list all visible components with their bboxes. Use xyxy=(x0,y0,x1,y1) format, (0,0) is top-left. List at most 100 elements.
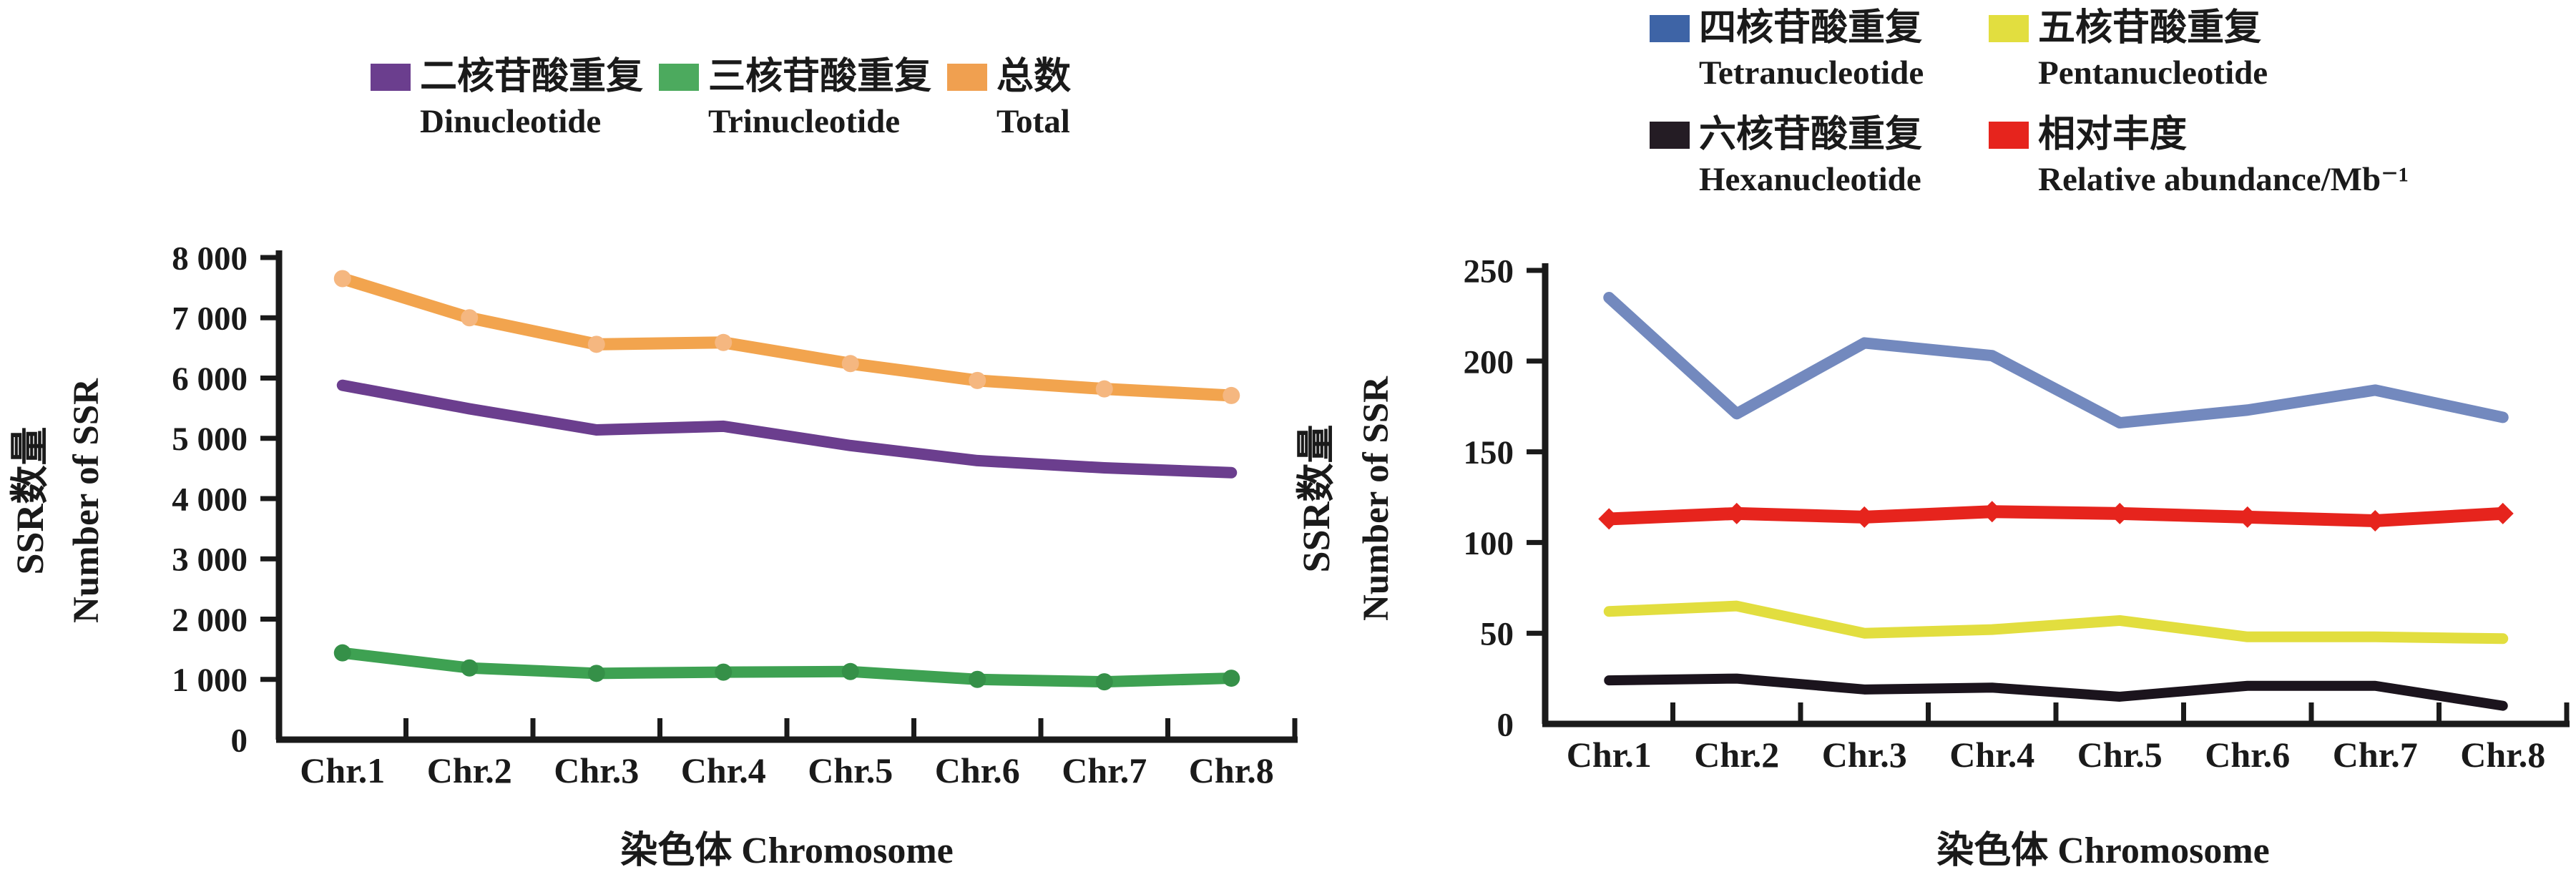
y-tick-label: 50 xyxy=(1480,616,1514,653)
legend-label-zh: 五核苷酸重复 xyxy=(2038,8,2262,49)
legend-label-en: Total xyxy=(996,103,1070,140)
series-marker xyxy=(1598,508,1620,530)
series-line-hexanucleotide xyxy=(1604,673,2508,711)
legend-swatch-relative-abundance xyxy=(1989,122,2029,149)
legend-label-en: Tetranucleotide xyxy=(1699,54,1924,92)
legend-swatch-dinucleotide xyxy=(371,64,411,91)
series-marker xyxy=(333,644,351,662)
legend-label-en: Pentanucleotide xyxy=(2038,54,2268,92)
legend-item-total: 总数 Total xyxy=(947,56,1071,141)
x-tick-label: Chr.4 xyxy=(681,750,766,790)
series-marker xyxy=(1981,501,2003,523)
series-marker xyxy=(715,663,733,681)
left-chart-legend: 二核苷酸重复 Dinucleotide 三核苷酸重复 Trinucleotide… xyxy=(371,56,1071,141)
left-chart-plot: 0 1 000 2 000 3 000 4 000 5 000 6 000 7 000 8 00… xyxy=(172,240,1298,790)
y-tick-label: 100 xyxy=(1464,525,1514,562)
legend-label-zh: 二核苷酸重复 xyxy=(420,57,644,97)
series-marker xyxy=(1223,386,1240,404)
series-marker xyxy=(841,662,859,680)
legend-item-tetranucleotide: 四核苷酸重复 Tetranucleotide xyxy=(1650,7,1989,92)
series-marker xyxy=(333,270,351,288)
legend-item-hexanucleotide: 六核苷酸重复 Hexanucleotide xyxy=(1650,114,1989,199)
legend-item-pentanucleotide: 五核苷酸重复 Pentanucleotide xyxy=(1989,7,2409,92)
x-tick-label: Chr.6 xyxy=(2205,735,2290,775)
series-marker xyxy=(1095,673,1113,691)
y-tick-label: 250 xyxy=(1464,253,1514,290)
left-y-axis-title-en: Number of SSR xyxy=(67,378,107,623)
series-marker xyxy=(841,355,859,373)
series-marker xyxy=(1223,670,1240,687)
series-line-tetranucleotide xyxy=(1603,292,2509,429)
x-tick-label: Chr.7 xyxy=(2333,735,2418,775)
series-marker xyxy=(2236,506,2258,528)
series-marker xyxy=(2109,502,2131,524)
y-tick-label: 200 xyxy=(1464,343,1514,381)
series-marker xyxy=(1095,380,1113,398)
legend-swatch-tetranucleotide xyxy=(1650,15,1690,42)
right-x-axis-title: 染色体 Chromosome xyxy=(1936,830,2270,871)
y-tick-label: 2 000 xyxy=(172,602,248,639)
right-chart-legend: 四核苷酸重复 Tetranucleotide 五核苷酸重复 Pentanucle… xyxy=(1650,7,2409,199)
x-tick-label: Chr.2 xyxy=(427,750,512,790)
x-tick-label: Chr.6 xyxy=(935,750,1020,790)
series-marker xyxy=(587,665,605,682)
series-line-total xyxy=(336,272,1238,402)
x-tick-label: Chr.3 xyxy=(1822,735,1907,775)
x-tick-label: Chr.5 xyxy=(808,750,893,790)
series-marker xyxy=(461,659,479,677)
legend-label-zh: 六核苷酸重复 xyxy=(1699,114,1923,155)
x-tick-label: Chr.8 xyxy=(1189,750,1274,790)
y-tick-label: 6 000 xyxy=(172,361,248,398)
x-tick-label: Chr.2 xyxy=(1694,735,1779,775)
legend-item-relative-abundance: 相对丰度 Relative abundance/Mb⁻¹ xyxy=(1989,114,2409,199)
series-marker xyxy=(969,670,986,688)
legend-label-zh: 四核苷酸重复 xyxy=(1699,8,1923,49)
series-marker xyxy=(1853,506,1876,528)
series-marker xyxy=(2364,509,2386,531)
series-marker xyxy=(1725,502,1748,524)
series-line-pentanucleotide xyxy=(1603,600,2509,645)
y-tick-label: 0 xyxy=(1497,706,1514,743)
series-marker xyxy=(969,371,986,389)
y-tick-label: 7 000 xyxy=(172,300,248,338)
series-marker xyxy=(2492,502,2514,524)
y-tick-label: 5 000 xyxy=(172,421,248,458)
x-tick-label: Chr.4 xyxy=(1949,735,2034,775)
y-tick-label: 1 000 xyxy=(172,662,248,699)
x-tick-label: Chr.1 xyxy=(1567,735,1652,775)
legend-item-dinucleotide: 二核苷酸重复 Dinucleotide xyxy=(371,56,643,141)
y-tick-label: 3 000 xyxy=(172,542,248,579)
legend-label-en: Dinucleotide xyxy=(420,103,602,140)
left-y-axis-title-zh: SSR数量 xyxy=(9,426,52,574)
legend-label-en: Hexanucleotide xyxy=(1699,161,1921,198)
series-marker xyxy=(461,309,479,327)
y-tick-label: 0 xyxy=(231,722,248,759)
series-line-trinucleotide xyxy=(336,647,1238,688)
x-tick-label: Chr.1 xyxy=(300,750,385,790)
legend-label-en: Relative abundance/Mb⁻¹ xyxy=(2038,161,2409,198)
legend-swatch-trinucleotide xyxy=(659,64,700,91)
legend-label-en: Trinucleotide xyxy=(708,103,901,140)
right-y-axis-title-en: Number of SSR xyxy=(1356,376,1396,621)
y-tick-label: 4 000 xyxy=(172,481,248,518)
series-marker xyxy=(587,335,605,353)
series-marker xyxy=(715,333,733,351)
legend-swatch-hexanucleotide xyxy=(1650,122,1690,149)
series-line-dinucleotide xyxy=(336,379,1238,479)
legend-label-zh: 相对丰度 xyxy=(2038,114,2188,155)
x-tick-label: Chr.8 xyxy=(2460,735,2545,775)
x-tick-label: Chr.5 xyxy=(2077,735,2163,775)
legend-swatch-pentanucleotide xyxy=(1989,15,2029,42)
legend-item-trinucleotide: 三核苷酸重复 Trinucleotide xyxy=(659,56,931,141)
left-x-axis-title: 染色体 Chromosome xyxy=(620,830,954,871)
legend-swatch-total xyxy=(947,64,988,91)
right-y-axis-title-zh: SSR数量 xyxy=(1295,424,1338,572)
x-tick-label: Chr.7 xyxy=(1062,750,1147,790)
right-chart-plot: 0 50 100 150 200 250 Chr.1 Chr.2 Chr.3 Chr.4 Chr.5… xyxy=(1464,253,2570,775)
y-tick-label: 8 000 xyxy=(172,240,248,277)
x-tick-label: Chr.3 xyxy=(554,750,639,790)
legend-label-zh: 三核苷酸重复 xyxy=(708,57,932,97)
series-line-relative-abundance-mb- xyxy=(1602,505,2509,527)
